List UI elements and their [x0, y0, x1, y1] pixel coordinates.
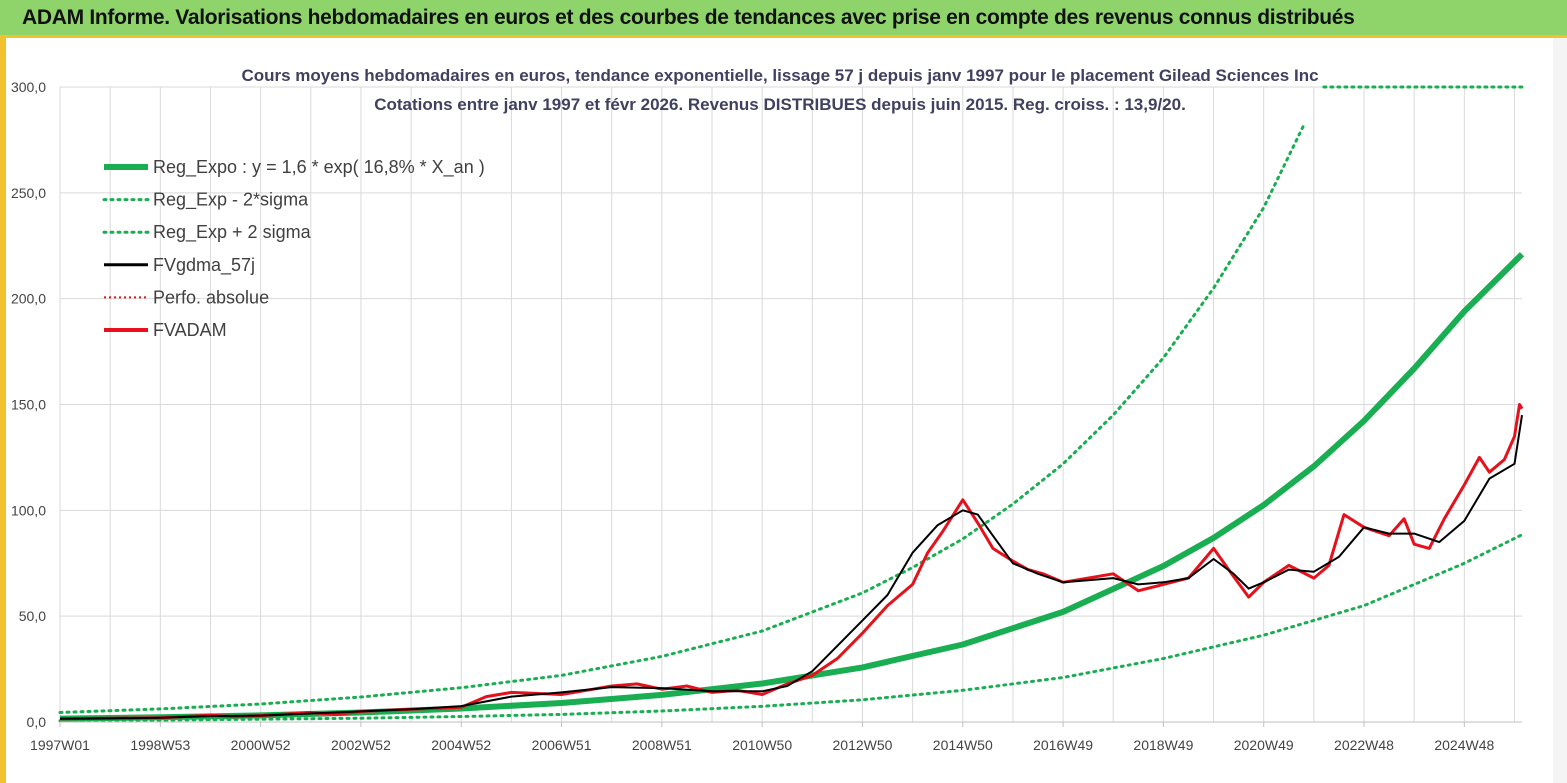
x-tick-label: 2004W52	[431, 737, 491, 753]
x-tick-label: 1998W53	[130, 737, 190, 753]
legend-label: Perfo. absolue	[153, 287, 269, 307]
legend-label: Reg_Expo : y = 1,6 * exp( 16,8% * X_an )	[153, 157, 485, 178]
left-accent-strip	[0, 38, 6, 783]
chart-title-group: Cours moyens hebdomadaires en euros, ten…	[241, 66, 1318, 114]
chart-grid	[59, 86, 1522, 723]
x-tick-label: 2016W49	[1033, 737, 1093, 753]
legend-label: Reg_Exp + 2 sigma	[153, 222, 312, 243]
x-tick-label: 2008W51	[632, 737, 692, 753]
series-line-reg-exp-minus	[58, 533, 1524, 723]
x-tick-label: 1997W01	[30, 737, 90, 753]
legend-label: FVgdma_57j	[153, 255, 255, 276]
series-line-fvadam	[59, 403, 1524, 721]
chart-title-line-2: Cotations entre janv 1997 et févr 2026. …	[374, 95, 1186, 114]
chart-series-layer	[58, 85, 1525, 723]
series-line-reg-exp-plus	[58, 123, 1306, 714]
header-title: ADAM Informe. Valorisations hebdomadaire…	[22, 6, 1355, 29]
series-line-reg-expo	[59, 252, 1525, 722]
x-tick-label: 2002W52	[331, 737, 391, 753]
x-tick-label: 2020W49	[1234, 737, 1294, 753]
header-bar: ADAM Informe. Valorisations hebdomadaire…	[0, 0, 1567, 38]
chart-title-line-1: Cours moyens hebdomadaires en euros, ten…	[241, 66, 1318, 85]
x-tick-label: 2010W50	[732, 737, 792, 753]
x-tick-label: 2024W48	[1434, 737, 1494, 753]
series-line-fvgdma-57j	[59, 414, 1523, 720]
x-tick-label: 2022W48	[1334, 737, 1394, 753]
x-tick-label: 2000W52	[231, 737, 291, 753]
y-tick-label: 300,0	[11, 79, 46, 95]
y-tick-label: 150,0	[11, 397, 46, 413]
y-tick-label: 50,0	[19, 608, 46, 624]
legend-label: Reg_Exp - 2*sigma	[153, 190, 309, 211]
y-tick-label: 200,0	[11, 291, 46, 307]
y-tick-label: 0,0	[27, 714, 47, 730]
chart-legend: Reg_Expo : y = 1,6 * exp( 16,8% * X_an )…	[102, 157, 485, 340]
x-tick-label: 2012W50	[833, 737, 893, 753]
y-tick-label: 250,0	[11, 185, 46, 201]
y-tick-label: 100,0	[11, 502, 46, 518]
chart-axes: 0,0 50,0 100,0 150,0 200,0 250,0 300,0 1997W01 1…	[11, 79, 1522, 753]
legend-label: FVADAM	[153, 320, 227, 340]
x-tick-label: 2014W50	[933, 737, 993, 753]
x-tick-label: 2006W51	[532, 737, 592, 753]
x-tick-label: 2018W49	[1133, 737, 1193, 753]
right-scroll-strip	[1553, 38, 1567, 783]
